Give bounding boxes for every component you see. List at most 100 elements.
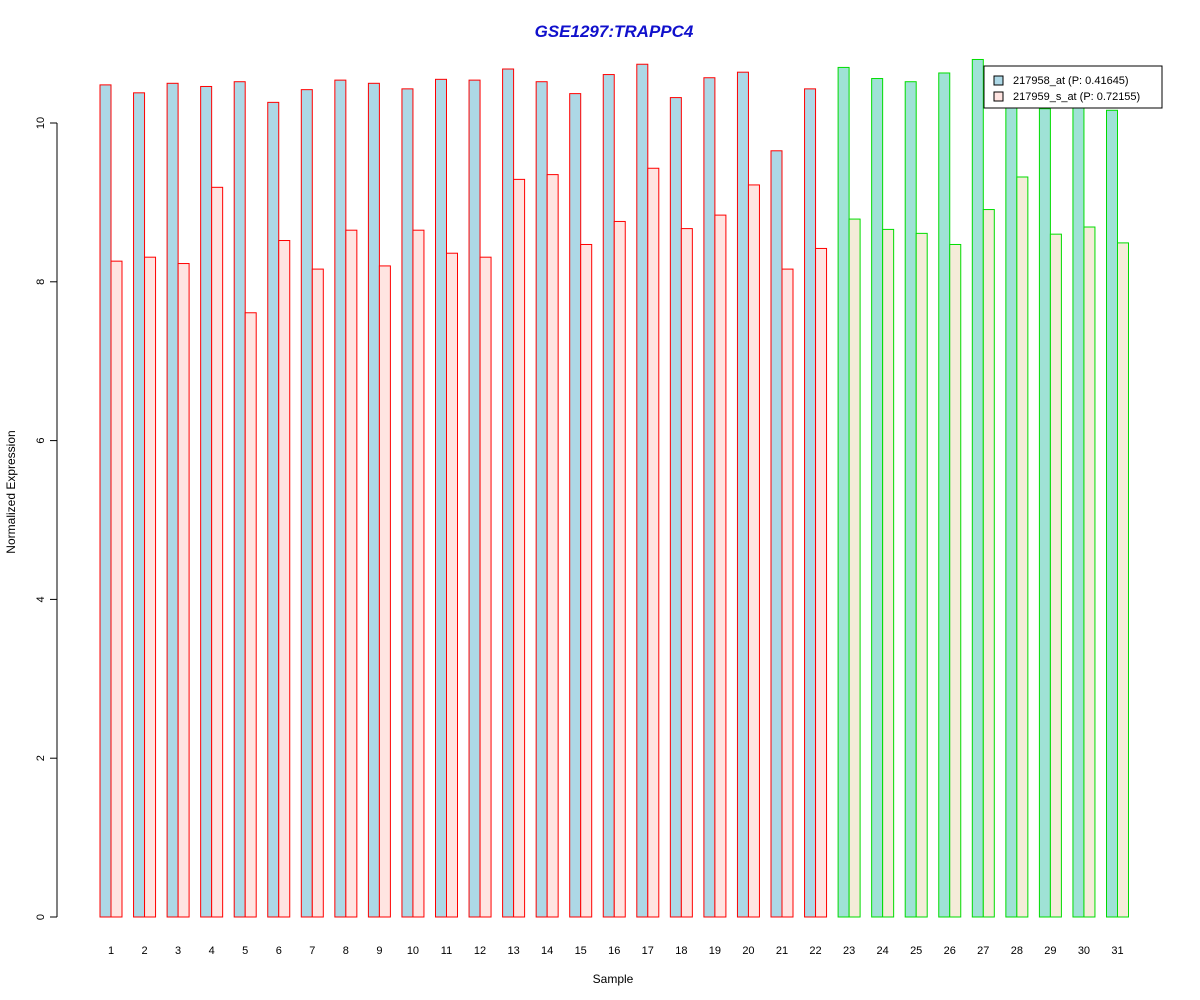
bar-series-2 [177, 263, 190, 918]
bar-series-1 [602, 74, 615, 918]
bar-series-1 [1072, 105, 1085, 918]
x-tick-label: 23 [843, 945, 855, 957]
x-tick-label: 4 [209, 945, 215, 957]
bar-series-1 [367, 82, 380, 918]
bar-series-1 [435, 78, 447, 918]
bar-series-1 [535, 81, 548, 918]
bar-series-1 [468, 79, 481, 918]
x-tick-label: 10 [407, 945, 419, 957]
x-tick-label: 8 [343, 945, 349, 957]
bar-series-2 [949, 243, 962, 918]
bar-series-2 [1083, 226, 1096, 918]
bar-series-1 [99, 84, 112, 918]
bar-series-2 [110, 260, 123, 918]
x-tick-label: 18 [675, 945, 687, 957]
bar-series-1 [971, 58, 984, 918]
legend-label: 217959_s_at (P: 0.72155) [1013, 91, 1140, 103]
x-tick-label: 15 [575, 945, 587, 957]
bar-series-1 [133, 92, 146, 918]
y-tick-label: 0 [35, 914, 47, 920]
x-tick-label: 5 [242, 945, 248, 957]
bar-series-2 [580, 243, 593, 918]
bar-series-2 [513, 178, 526, 918]
bar-series-2 [848, 218, 861, 918]
bar-series-2 [613, 220, 626, 918]
x-tick-label: 3 [175, 945, 181, 957]
bar-series-1 [569, 93, 582, 918]
x-tick-label: 19 [709, 945, 721, 957]
x-tick-label: 7 [309, 945, 315, 957]
y-axis: 0 2 4 6 8 10 [35, 117, 58, 920]
bar-series-2 [211, 186, 224, 918]
bar-series-1 [502, 68, 515, 918]
bar-series-1 [770, 150, 783, 918]
x-tick-label: 28 [1011, 945, 1023, 957]
bar-series-2 [244, 312, 257, 918]
bar-series-2 [647, 167, 660, 918]
chart-title: GSE1297:TRAPPC4 [535, 22, 694, 41]
bar-series-1 [300, 89, 313, 918]
bar-series-2 [1049, 233, 1062, 918]
bar-series-1 [334, 79, 347, 918]
y-tick-label: 2 [35, 755, 47, 761]
x-tick-label: 29 [1044, 945, 1056, 957]
x-tick-label: 22 [809, 945, 821, 957]
bar-series-1 [837, 66, 850, 918]
bar-series-2 [982, 209, 995, 918]
bar-series-1 [166, 82, 179, 918]
bar-series-2 [378, 265, 391, 918]
bar-series-1 [904, 81, 917, 918]
bar-series-2 [546, 174, 559, 918]
bar-series-1 [1106, 109, 1118, 918]
bar-series-2 [345, 229, 358, 918]
x-tick-label: 14 [541, 945, 553, 957]
x-tick-label: 6 [276, 945, 282, 957]
bar-series-2 [781, 268, 794, 918]
bar-series-1 [200, 85, 213, 918]
bar-series-2 [278, 240, 291, 918]
x-tick-label: 11 [441, 945, 452, 957]
x-tick-label: 26 [944, 945, 956, 957]
legend: 217958_at (P: 0.41645) 217959_s_at (P: 0.… [983, 65, 1163, 109]
bar-series-2 [680, 228, 693, 918]
bar-series-2 [1016, 176, 1029, 918]
x-tick-labels: 1 2 3 4 5 6 7 8 9 10 11 12 13 14 15 16 17 18 19 20 21 22 23 24 2… [108, 945, 1124, 957]
x-tick-label: 17 [642, 945, 654, 957]
y-tick-label: 6 [35, 438, 47, 444]
legend-swatch [993, 75, 1004, 86]
bar-series-1 [1038, 108, 1051, 918]
legend-swatch [993, 91, 1004, 102]
bar-series-2 [915, 232, 928, 918]
x-tick-label: 31 [1111, 945, 1123, 957]
bar-series-1 [401, 88, 414, 918]
x-tick-label: 16 [608, 945, 620, 957]
bar-series-1 [267, 101, 280, 918]
bar-series-1 [703, 77, 716, 918]
y-tick-label: 4 [35, 596, 47, 602]
bars-group [99, 58, 1129, 918]
x-tick-label: 13 [507, 945, 519, 957]
x-tick-label: 24 [877, 945, 889, 957]
bar-series-1 [233, 81, 246, 918]
bar-series-2 [412, 229, 425, 918]
x-tick-label: 20 [742, 945, 754, 957]
bar-series-2 [714, 214, 727, 918]
x-tick-label: 30 [1078, 945, 1090, 957]
y-tick-label: 10 [35, 117, 47, 129]
legend-label: 217958_at (P: 0.41645) [1013, 75, 1129, 87]
bar-series-1 [871, 78, 884, 918]
bar-series-1 [938, 72, 951, 918]
bar-series-1 [804, 88, 817, 918]
x-axis-label: Sample [593, 972, 634, 986]
x-tick-label: 9 [376, 945, 382, 957]
bar-series-1 [1005, 105, 1018, 918]
x-tick-label: 1 [108, 945, 114, 957]
legend-box [983, 65, 1163, 109]
bar-series-1 [636, 63, 649, 918]
bar-series-1 [736, 71, 749, 918]
bar-series-2 [1117, 242, 1129, 918]
x-tick-label: 12 [474, 945, 486, 957]
bar-series-2 [815, 247, 828, 918]
x-tick-label: 2 [141, 945, 147, 957]
